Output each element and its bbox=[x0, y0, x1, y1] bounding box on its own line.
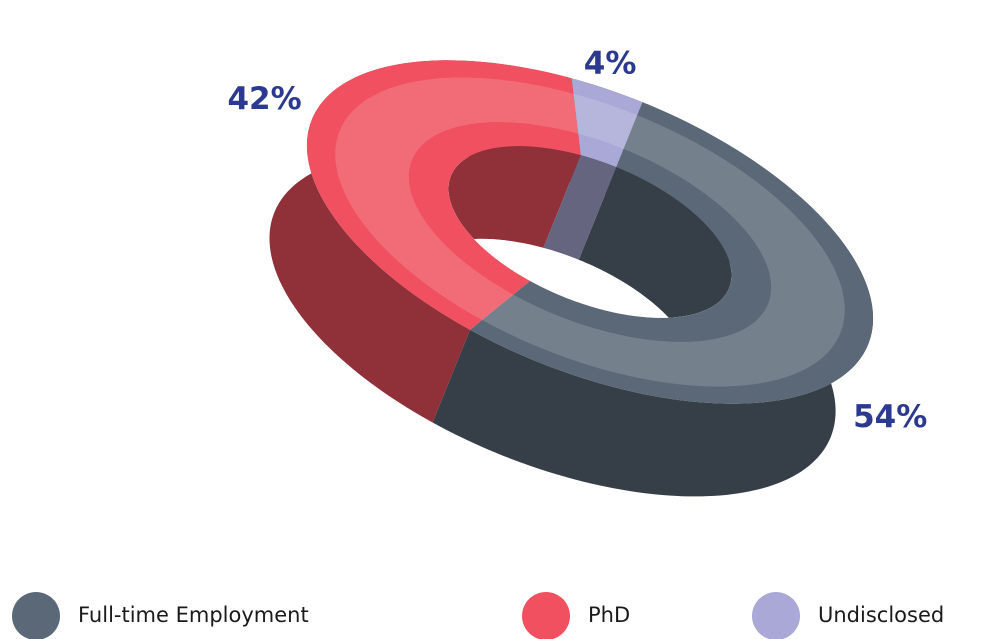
value-labels: 54% 42% 4% bbox=[227, 45, 927, 435]
legend-label: PhD bbox=[588, 603, 630, 627]
slice-band bbox=[335, 77, 579, 320]
slice-band bbox=[482, 115, 845, 387]
legend: Full-time Employment PhD Undisclosed bbox=[12, 592, 944, 639]
value-label: 4% bbox=[584, 45, 637, 81]
legend-label: Undisclosed bbox=[818, 603, 944, 627]
value-label: 42% bbox=[227, 81, 301, 117]
value-label: 54% bbox=[853, 399, 927, 435]
top-faces bbox=[306, 60, 874, 404]
slice-band bbox=[573, 93, 638, 149]
slice-inner-side bbox=[543, 155, 617, 260]
slice bbox=[470, 102, 874, 404]
slice-inner-side bbox=[492, 167, 732, 318]
legend-swatch bbox=[752, 592, 800, 639]
legend-swatch bbox=[12, 592, 60, 639]
slice bbox=[306, 60, 581, 330]
legend-label: Full-time Employment bbox=[78, 603, 309, 627]
slice bbox=[571, 78, 643, 168]
legend-swatch bbox=[522, 592, 570, 639]
